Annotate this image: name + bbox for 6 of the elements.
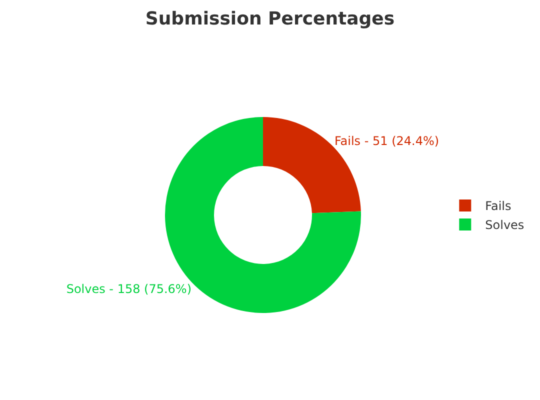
data-label: Fails - 51 (24.4%) [334,134,440,148]
legend-label: Solves [485,218,524,232]
chart-title: Submission Percentages [145,8,395,30]
donut-slice [263,117,361,214]
legend-label: Fails [485,199,512,214]
data-label: Solves - 158 (75.6%) [66,282,192,296]
